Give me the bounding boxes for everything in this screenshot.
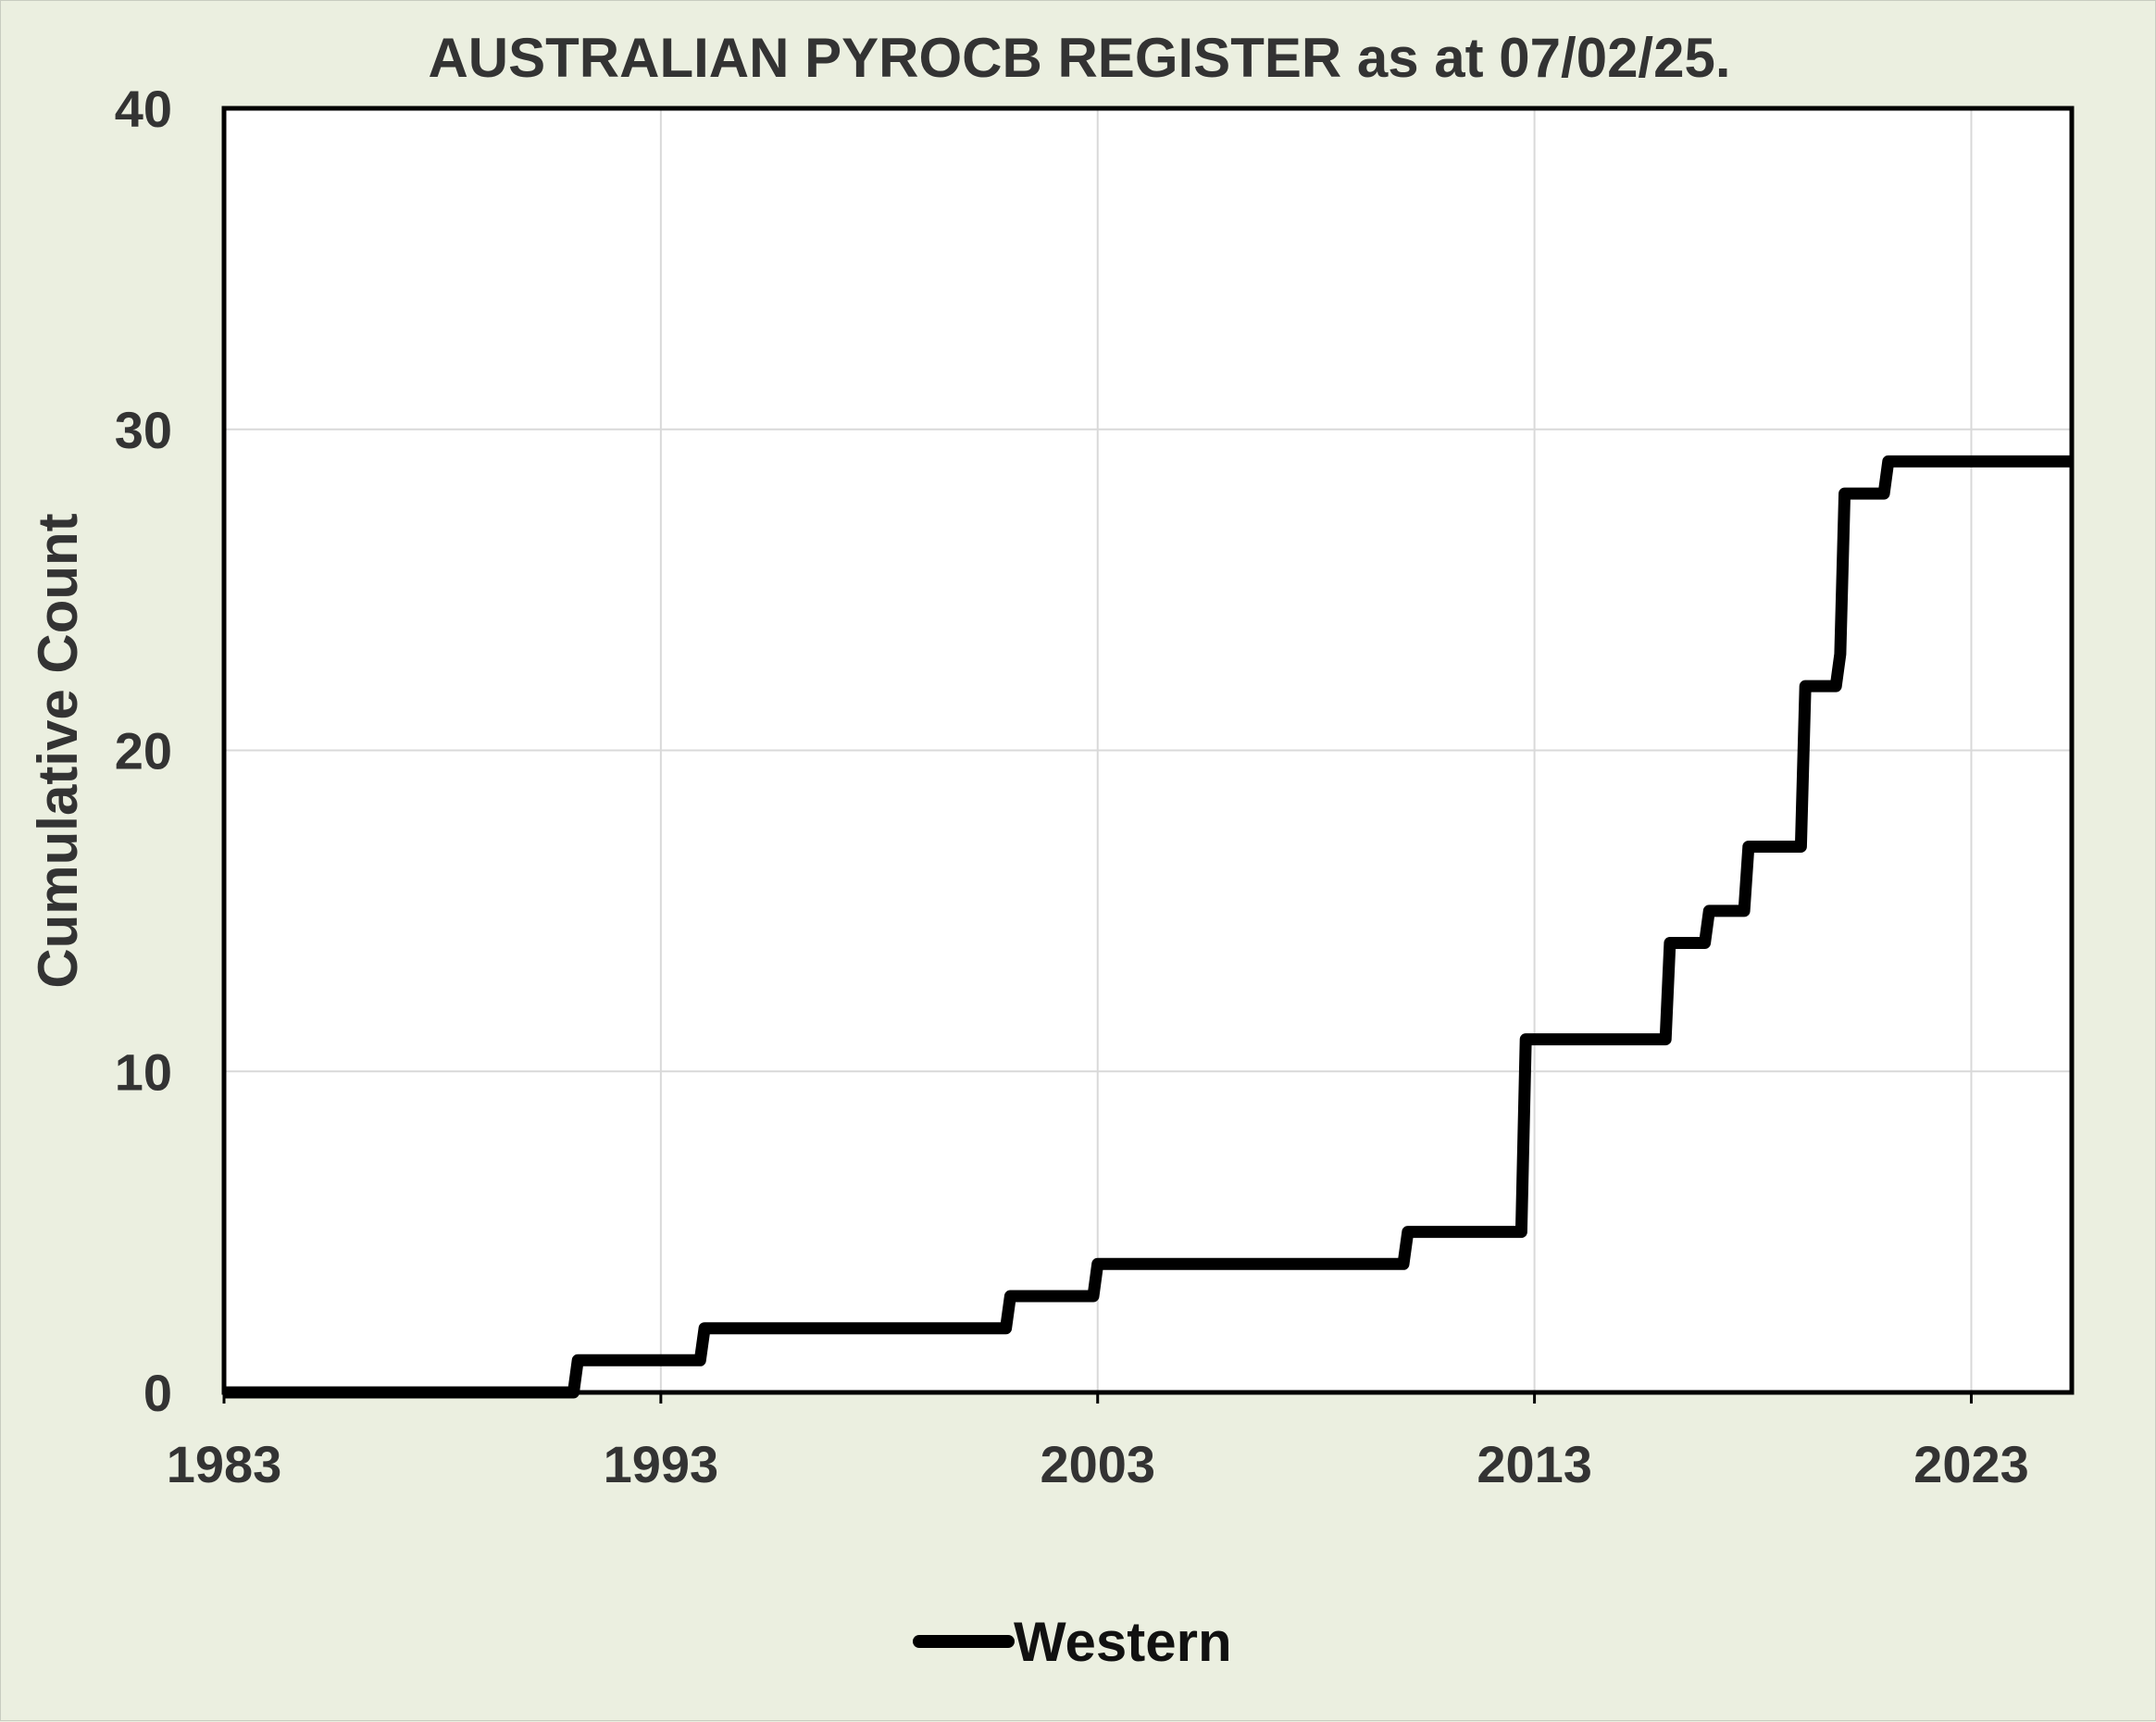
- series-line-western: [224, 455, 2072, 1399]
- x-tick-label-2013: 2013: [1477, 1435, 1592, 1493]
- tick-layer: 1983 1993 2003 2013 2023 0 10 20 30 40: [115, 80, 2029, 1493]
- chart-title: AUSTRALIAN PYROCB REGISTER as at 07/02/2…: [428, 27, 1730, 89]
- series-layer: [224, 455, 2072, 1399]
- legend: Western: [913, 1611, 1232, 1673]
- y-tick-label-10: 10: [115, 1042, 172, 1101]
- grid-layer: [224, 108, 2072, 1392]
- x-tick-label-1993: 1993: [604, 1435, 719, 1493]
- x-tick-label-1983: 1983: [167, 1435, 282, 1493]
- x-tick-label-2003: 2003: [1040, 1435, 1155, 1493]
- y-tick-label-30: 30: [115, 401, 172, 459]
- y-tick-label-0: 0: [143, 1364, 172, 1422]
- legend-label-western: Western: [1014, 1611, 1232, 1673]
- x-tick-label-2023: 2023: [1913, 1435, 2029, 1493]
- y-axis-label: Cumulative Count: [27, 513, 89, 988]
- y-tick-label-40: 40: [115, 80, 172, 138]
- y-tick-label-20: 20: [115, 722, 172, 780]
- plot-border: [221, 106, 2075, 1395]
